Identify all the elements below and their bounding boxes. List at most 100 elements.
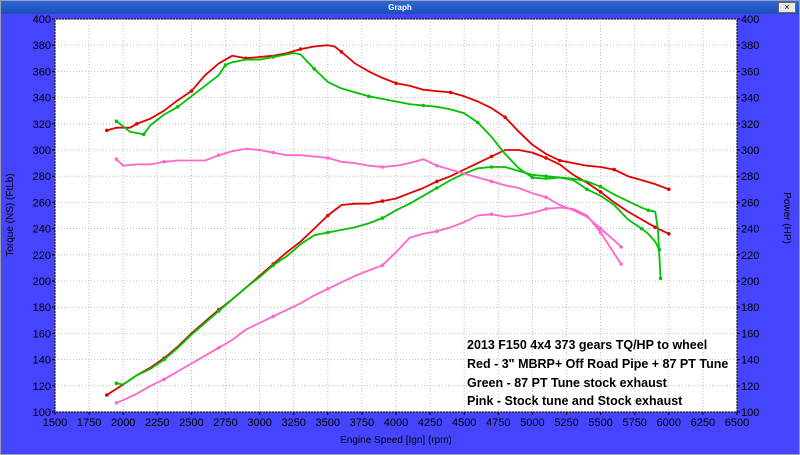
x-tick-label: 2750 bbox=[213, 417, 237, 429]
x-tick-label: 2250 bbox=[145, 417, 169, 429]
red-power-point bbox=[326, 213, 330, 218]
x-tick-label: 4000 bbox=[384, 417, 408, 429]
pink-torque-point bbox=[598, 226, 603, 231]
red-torque-point bbox=[503, 115, 507, 120]
pink-torque-point bbox=[380, 165, 385, 169]
x-tick-label: 2500 bbox=[179, 417, 203, 429]
grid bbox=[54, 18, 738, 413]
green-power-point bbox=[114, 381, 119, 386]
red-power-point bbox=[598, 190, 603, 194]
red-torque-point bbox=[298, 47, 303, 51]
annotation-line-4: Pink - Stock tune and Stock exhaust bbox=[467, 394, 683, 408]
y-right-tick-label: 240 bbox=[741, 224, 759, 236]
red-power-point bbox=[380, 199, 385, 203]
y-left-tick-label: 100 bbox=[33, 407, 51, 419]
pink-power-point bbox=[114, 401, 119, 405]
green-torque-point bbox=[639, 226, 644, 231]
green-torque-point bbox=[421, 103, 426, 108]
y-right-tick-label: 280 bbox=[741, 171, 759, 183]
red-power-point bbox=[489, 154, 494, 159]
x-tick-label: 5500 bbox=[588, 417, 612, 429]
y-left-tick-label: 260 bbox=[33, 197, 51, 209]
red-power-point bbox=[544, 156, 548, 160]
green-power-point bbox=[380, 216, 385, 220]
red-power-point bbox=[667, 232, 671, 236]
y-left-tick-label: 120 bbox=[33, 381, 51, 393]
y-axis-right-ticks: 100 120 140 160 180 200 220 240 260 280 300 320 340 3… bbox=[737, 14, 759, 419]
pink-torque-point bbox=[114, 157, 119, 161]
y-right-tick-label: 400 bbox=[741, 14, 759, 26]
green-torque-point bbox=[141, 132, 146, 137]
green-torque-point bbox=[223, 63, 228, 67]
green-torque-point bbox=[585, 187, 589, 192]
green-torque-point bbox=[176, 105, 180, 109]
series-group bbox=[105, 44, 671, 405]
y-right-tick-label: 120 bbox=[741, 381, 759, 393]
pink-torque-point bbox=[271, 150, 276, 155]
red-power-point bbox=[435, 179, 439, 184]
x-tick-label: 6250 bbox=[691, 417, 715, 429]
red-power-point bbox=[653, 225, 657, 230]
green-power-point bbox=[216, 309, 221, 313]
y-right-tick-label: 380 bbox=[741, 40, 759, 52]
x-tick-label: 1750 bbox=[77, 417, 101, 429]
x-tick-label: 5750 bbox=[622, 417, 646, 429]
window-title: Graph bbox=[388, 3, 412, 12]
x-tick-label: 3000 bbox=[247, 417, 271, 429]
red-torque-point bbox=[612, 167, 616, 172]
y-left-tick-label: 160 bbox=[33, 328, 51, 340]
pink-power-point bbox=[271, 314, 276, 319]
green-torque-point bbox=[366, 94, 371, 99]
y-axis-left-label: Torque (NS) (FtLb) bbox=[5, 173, 16, 256]
green-power-point bbox=[658, 276, 663, 281]
x-tick-label: 5250 bbox=[554, 417, 578, 429]
red-torque-line bbox=[106, 44, 670, 191]
close-button[interactable]: × bbox=[778, 2, 796, 13]
green-power-point bbox=[544, 174, 548, 178]
x-tick-label: 4500 bbox=[452, 417, 476, 429]
y-right-tick-label: 160 bbox=[741, 328, 759, 340]
y-left-tick-label: 200 bbox=[33, 276, 51, 288]
pink-power-point bbox=[380, 263, 385, 268]
red-power-line bbox=[106, 149, 670, 396]
pink-torque-point bbox=[544, 195, 548, 199]
green-power-line bbox=[116, 166, 662, 386]
green-torque-point bbox=[271, 55, 276, 59]
green-power-point bbox=[489, 165, 494, 169]
green-power-point bbox=[646, 208, 651, 213]
title-bar[interactable]: Graph × bbox=[1, 1, 799, 14]
y-right-tick-label: 100 bbox=[741, 407, 759, 419]
green-power-point bbox=[326, 230, 330, 235]
green-torque-point bbox=[114, 119, 119, 123]
x-tick-label: 6500 bbox=[725, 417, 749, 429]
y-axis-left-ticks: 100 120 140 160 180 200 220 240 260 280 300 320 340 3… bbox=[33, 14, 55, 419]
y-left-tick-label: 320 bbox=[33, 119, 51, 131]
y-right-tick-label: 340 bbox=[741, 93, 759, 105]
pink-power-point bbox=[435, 229, 439, 233]
pink-torque-point bbox=[489, 179, 494, 184]
pink-torque-line bbox=[115, 147, 622, 248]
annotation-line-1: 2013 F150 4x4 373 gears TQ/HP to wheel bbox=[467, 338, 707, 352]
x-tick-label: 5000 bbox=[520, 417, 544, 429]
pink-power-point bbox=[598, 230, 603, 235]
y-right-tick-label: 320 bbox=[741, 119, 759, 131]
green-torque-line bbox=[115, 52, 661, 251]
y-left-tick-label: 220 bbox=[33, 250, 51, 262]
annotation-line-2: Red - 3" MBRP+ Off Road Pipe + 87 PT Tun… bbox=[467, 357, 728, 371]
red-torque-point bbox=[448, 90, 453, 95]
green-torque-point bbox=[530, 175, 535, 180]
green-power-point bbox=[162, 357, 166, 362]
y-right-tick-label: 200 bbox=[741, 276, 759, 288]
green-power-point bbox=[271, 263, 276, 268]
x-tick-label: 2000 bbox=[111, 417, 135, 429]
x-tick-label: 4750 bbox=[486, 417, 510, 429]
pink-power-point bbox=[216, 346, 221, 350]
pink-power-point bbox=[619, 262, 623, 266]
y-left-tick-label: 400 bbox=[33, 14, 51, 26]
pink-torque-point bbox=[216, 153, 221, 157]
y-right-tick-label: 260 bbox=[741, 197, 759, 209]
x-tick-label: 4250 bbox=[418, 417, 442, 429]
pink-torque-point bbox=[162, 160, 166, 164]
green-torque-point bbox=[476, 120, 480, 125]
